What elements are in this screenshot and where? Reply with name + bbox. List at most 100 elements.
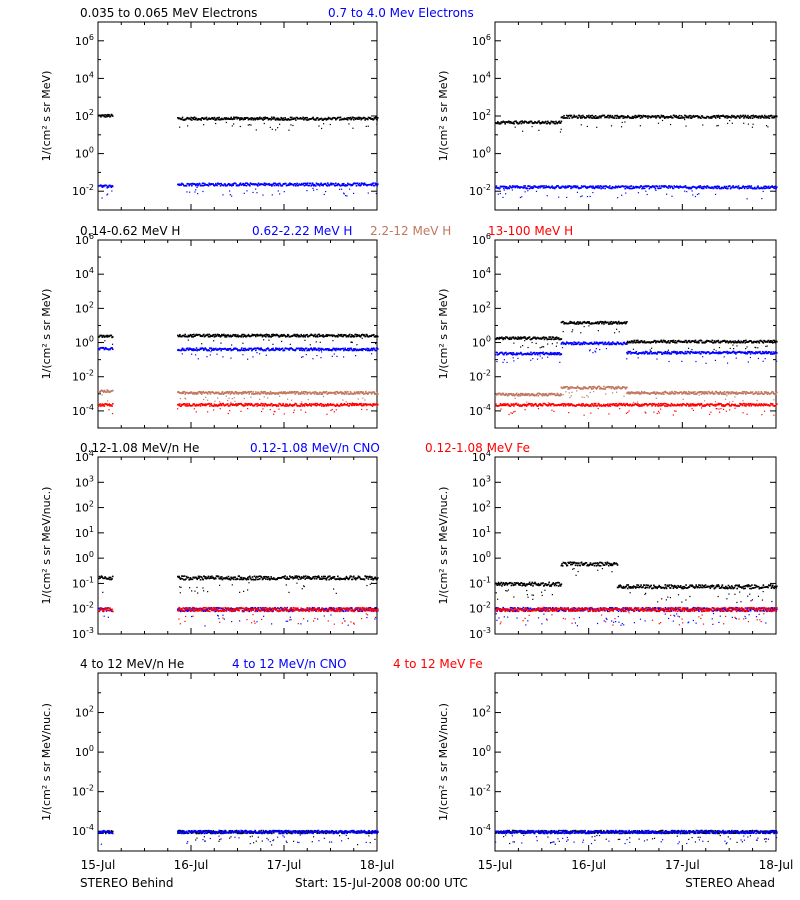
data-point: [605, 347, 608, 350]
data-point: [194, 191, 196, 193]
data-point: [625, 192, 627, 194]
data-point: [508, 404, 511, 406]
data-point: [651, 185, 654, 187]
data-point: [755, 341, 758, 344]
data-point: [345, 194, 347, 197]
data-point: [359, 403, 362, 406]
data-point: [256, 405, 258, 407]
data-point: [599, 387, 601, 390]
data-point: [662, 391, 665, 394]
data-point: [609, 342, 611, 345]
data-point: [263, 339, 265, 341]
data-point: [353, 393, 355, 395]
data-point: [278, 408, 280, 410]
data-point: [764, 115, 767, 118]
data-point: [687, 351, 690, 353]
data-point: [320, 182, 322, 185]
data-point: [243, 118, 245, 121]
data-point: [229, 334, 232, 337]
data-point: [284, 391, 286, 393]
data-point: [522, 344, 524, 347]
data-point: [611, 385, 614, 388]
data-point: [646, 351, 648, 353]
data-point: [716, 116, 719, 119]
data-point: [629, 392, 632, 395]
data-point: [325, 348, 327, 350]
data-point: [560, 186, 563, 189]
data-point: [744, 351, 747, 353]
data-point: [315, 348, 317, 350]
data-point: [549, 353, 551, 355]
data-point: [661, 403, 663, 405]
data-point: [219, 402, 222, 405]
data-point: [726, 340, 729, 343]
data-point: [255, 129, 257, 131]
data-point: [242, 354, 244, 356]
data-point: [243, 192, 245, 194]
data-point: [695, 360, 697, 363]
data-point: [773, 340, 776, 343]
data-point: [700, 353, 702, 355]
data-point: [642, 341, 645, 343]
data-point: [575, 323, 578, 325]
data-point: [220, 403, 222, 406]
data-point: [293, 390, 296, 393]
data-point: [645, 185, 647, 187]
data-point: [675, 352, 677, 354]
data-point: [336, 403, 338, 406]
data-point: [315, 119, 317, 121]
data-point: [759, 115, 761, 118]
data-point: [295, 183, 298, 186]
data-point: [504, 185, 506, 188]
data-point: [600, 185, 603, 188]
data-point: [525, 394, 528, 396]
data-point: [627, 350, 630, 353]
data-point: [353, 192, 355, 194]
data-point: [501, 336, 503, 339]
data-point: [100, 404, 103, 407]
data-point: [210, 347, 212, 350]
data-point: [106, 194, 108, 196]
data-point: [634, 391, 636, 394]
data-point: [231, 125, 233, 127]
data-point: [624, 121, 626, 123]
data-point: [533, 404, 536, 406]
data-point: [637, 353, 640, 355]
data-point: [285, 182, 287, 185]
data-point: [653, 340, 655, 343]
data-point: [203, 182, 205, 185]
data-point: [227, 392, 230, 395]
data-point: [504, 394, 507, 396]
data-point: [510, 353, 513, 356]
data-point: [685, 392, 688, 394]
data-point: [194, 118, 196, 121]
data-point: [187, 125, 189, 127]
data-point: [344, 347, 346, 350]
data-point: [551, 338, 553, 340]
data-point: [664, 340, 667, 342]
data-point: [351, 404, 353, 407]
data-point: [289, 116, 292, 119]
data-point: [701, 115, 704, 117]
data-point: [367, 192, 369, 194]
data-point: [718, 117, 721, 119]
data-point: [509, 185, 511, 187]
data-point: [576, 321, 579, 323]
data-point: [531, 125, 533, 128]
data-point: [726, 395, 728, 397]
data-point: [295, 402, 297, 405]
data-point: [179, 126, 181, 128]
data-point: [609, 322, 612, 325]
data-point: [677, 185, 680, 188]
data-point: [355, 118, 357, 121]
data-point: [580, 332, 582, 334]
data-point: [297, 334, 299, 337]
data-point: [577, 117, 579, 119]
data-point: [746, 352, 749, 355]
data-point: [705, 352, 708, 355]
data-point: [297, 184, 300, 187]
data-point: [191, 349, 193, 351]
data-point: [759, 350, 761, 353]
data-point: [516, 338, 519, 340]
data-point: [655, 117, 657, 119]
